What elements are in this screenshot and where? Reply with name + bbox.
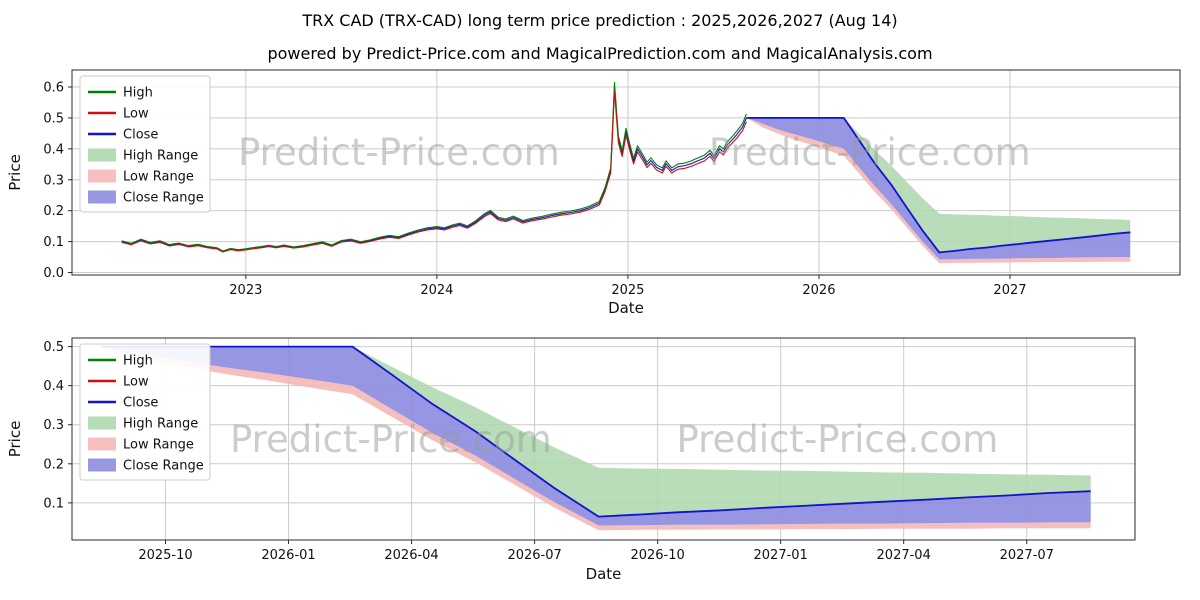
high-range-legend-label: High Range [123, 149, 198, 164]
low-range-legend-swatch [88, 169, 116, 183]
price-history-chart: 2023 2024 2025 2026 20270.00.10.20.30.40.50.… [6, 69, 1181, 317]
forecast-bands [746, 117, 1131, 264]
watermark-text: Predict-Price.com [709, 131, 1031, 174]
high-range-band [746, 117, 1131, 253]
low-legend-label: Low [123, 375, 149, 390]
low-line-history [121, 91, 747, 253]
y-tick-label: 0.2 [43, 457, 64, 472]
low-legend-label: Low [123, 107, 149, 122]
close-range-band [101, 346, 1091, 526]
x-tick-label: 2025 [611, 283, 644, 298]
high-range-legend-swatch [88, 148, 116, 162]
close-range-band [746, 117, 1131, 260]
x-tick-label: 2023 [229, 283, 262, 298]
x-tick-label: 2026 [802, 283, 835, 298]
low-range-legend-label: Low Range [123, 170, 194, 185]
high-range-band [101, 346, 1091, 517]
forecast-bands [101, 346, 1091, 531]
x-tick-label: 2026-04 [384, 548, 438, 563]
axis-labels: Date Price [6, 421, 621, 583]
close-range-legend-swatch [88, 190, 116, 204]
y-tick-label: 0.3 [43, 173, 64, 188]
high-range-legend-label: High Range [123, 417, 198, 432]
y-axis-label: Price [6, 154, 24, 191]
low-range-band [746, 117, 1131, 264]
watermark-text: Predict-Price.com [230, 418, 552, 461]
high-line-history [121, 81, 747, 252]
legend: High Low Close High Range Low Range Close Ran… [79, 75, 211, 213]
y-tick-label: 0.2 [43, 204, 64, 219]
y-tick-label: 0.4 [43, 379, 64, 394]
x-tick-label: 2026-10 [630, 548, 684, 563]
close-range-legend-label: Close Range [123, 459, 204, 474]
y-tick-label: 0.1 [43, 496, 64, 511]
y-tick-label: 0.4 [43, 142, 64, 157]
chart-title: TRX CAD (TRX-CAD) long term price predic… [302, 11, 898, 30]
x-tick-label: 2027-07 [1000, 548, 1054, 563]
high-range-legend-swatch [88, 416, 116, 430]
price-forecast-chart: 2025-10 2026-01 2026-04 2026-07 2026-10 2027-… [6, 337, 1136, 583]
close-line-forecast [101, 345, 1091, 518]
x-tick-label: 2024 [420, 283, 453, 298]
y-tick-label: 0.5 [43, 340, 64, 355]
close-legend-label: Close [123, 128, 158, 143]
x-tick-label: 2026-07 [507, 548, 561, 563]
x-axis-ticks: 2025-10 2026-01 2026-04 2026-07 2026-10 2027-… [138, 540, 1054, 563]
x-tick-label: 2027 [993, 283, 1026, 298]
series-lines [121, 81, 1131, 254]
x-tick-label: 2027-04 [877, 548, 931, 563]
y-tick-label: 0.3 [43, 418, 64, 433]
close-range-legend-label: Close Range [123, 191, 204, 206]
close-line-forecast [746, 117, 1131, 254]
y-axis-label: Price [6, 421, 24, 458]
axis-labels: Date Price [6, 154, 644, 317]
y-axis-ticks: 0.0 0.1 0.2 0.3 0.4 0.5 0.6 [43, 81, 72, 281]
watermark-text: Predict-Price.com [676, 418, 998, 461]
y-tick-label: 0.0 [43, 266, 64, 281]
legend: High Low Close High Range Low Range Close Ran… [79, 343, 211, 481]
low-range-band [101, 346, 1091, 531]
watermark-text: Predict-Price.com [238, 131, 560, 174]
high-legend-label: High [123, 354, 153, 369]
y-axis-ticks: 0.1 0.2 0.3 0.4 0.5 [43, 340, 72, 511]
x-axis-label: Date [586, 565, 622, 583]
y-tick-label: 0.6 [43, 81, 64, 96]
low-range-legend-swatch [88, 437, 116, 451]
watermarks: Predict-Price.com Predict-Price.com [230, 418, 998, 461]
y-tick-label: 0.1 [43, 235, 64, 250]
x-tick-label: 2027-01 [754, 548, 808, 563]
watermarks: Predict-Price.com Predict-Price.com [238, 131, 1031, 174]
x-tick-label: 2025-10 [138, 548, 192, 563]
close-range-legend-swatch [88, 458, 116, 472]
x-axis-ticks: 2023 2024 2025 2026 2027 [229, 275, 1027, 298]
x-axis-label: Date [608, 299, 644, 317]
chart-subtitle: powered by Predict-Price.com and Magical… [267, 44, 933, 63]
high-legend-label: High [123, 86, 153, 101]
axes [71, 69, 1181, 276]
y-tick-label: 0.5 [43, 111, 64, 126]
axes [71, 337, 1136, 541]
close-legend-label: Close [123, 396, 158, 411]
x-tick-label: 2026-01 [261, 548, 315, 563]
series-lines [101, 345, 1091, 518]
low-range-legend-label: Low Range [123, 438, 194, 453]
